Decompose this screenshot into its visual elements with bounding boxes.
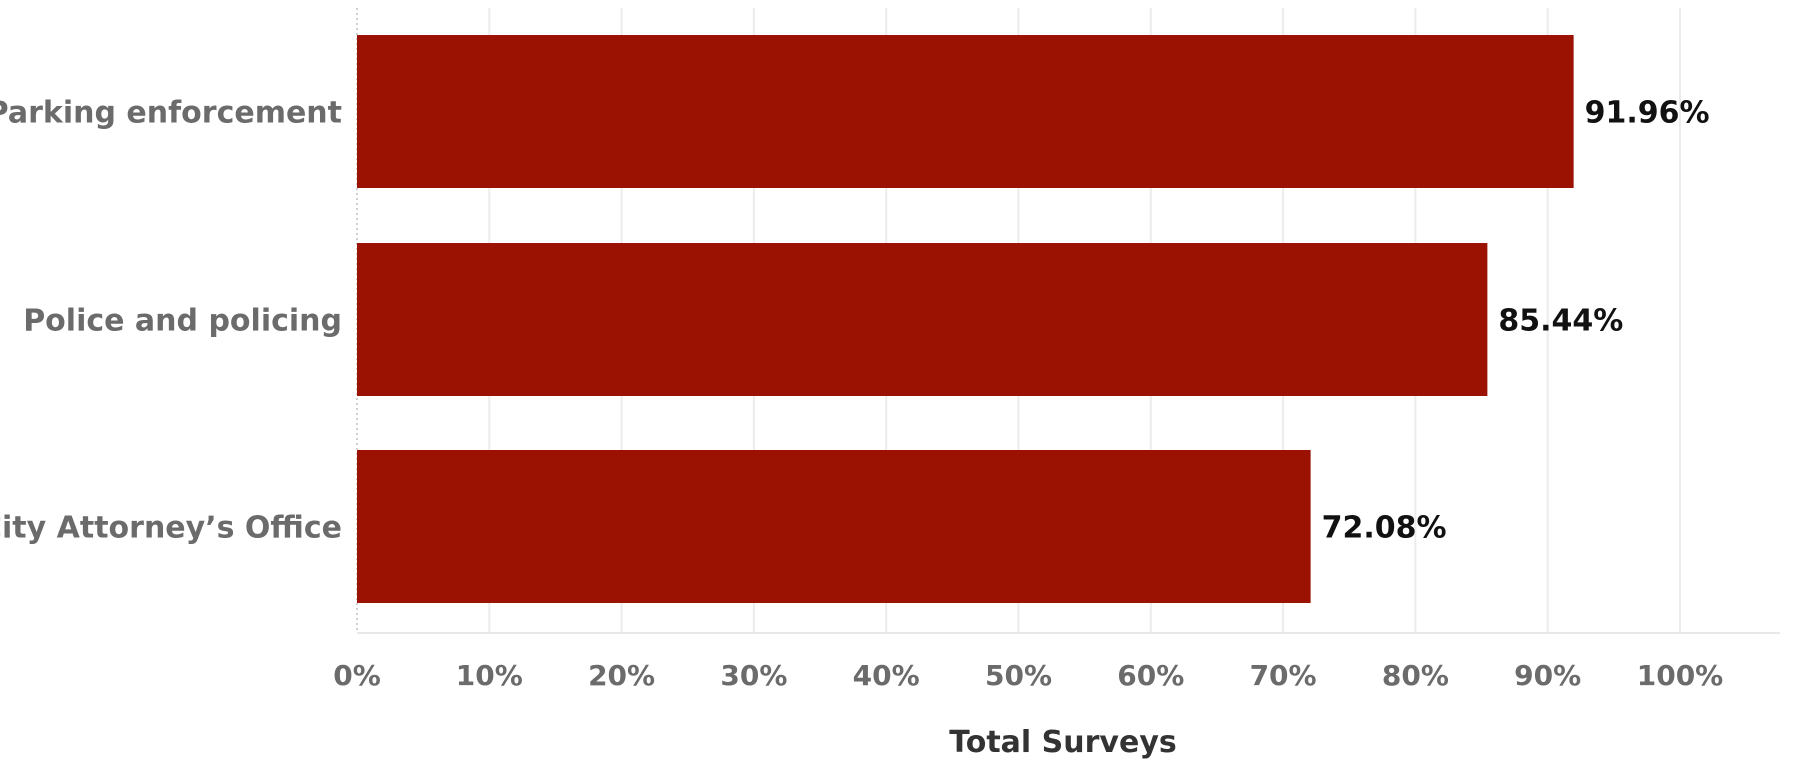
x-tick-label: 40% xyxy=(853,659,920,692)
x-tick-label: 10% xyxy=(456,659,523,692)
x-tick-label: 80% xyxy=(1382,659,1449,692)
x-axis-title: Total Surveys xyxy=(949,725,1176,760)
data-labels: 91.96% 85.44% 72.08% xyxy=(1322,96,1710,546)
data-label: 91.96% xyxy=(1585,96,1710,131)
data-label: 85.44% xyxy=(1498,304,1623,339)
bar xyxy=(357,243,1488,396)
x-tick-label: 30% xyxy=(720,659,787,692)
category-label: City Attorney’s Office xyxy=(0,511,342,546)
x-tick-label: 0% xyxy=(333,659,381,692)
bar xyxy=(357,450,1311,603)
bar xyxy=(357,35,1574,188)
x-tick-label: 90% xyxy=(1514,659,1581,692)
category-label: Police and policing xyxy=(23,304,342,339)
x-tick-label: 60% xyxy=(1117,659,1184,692)
x-tick-label: 50% xyxy=(985,659,1052,692)
data-label: 72.08% xyxy=(1322,511,1447,546)
x-tick-label: 20% xyxy=(588,659,655,692)
x-tick-label: 100% xyxy=(1637,659,1724,692)
category-labels: Parking enforcement Police and policing Ci… xyxy=(0,96,342,546)
category-label: Parking enforcement xyxy=(0,96,342,131)
bars xyxy=(357,35,1574,603)
x-tick-label: 70% xyxy=(1250,659,1317,692)
x-axis-ticks: 0% 10% 20% 30% 40% 50% 60% 70% 80% 90% 100% xyxy=(333,659,1723,692)
